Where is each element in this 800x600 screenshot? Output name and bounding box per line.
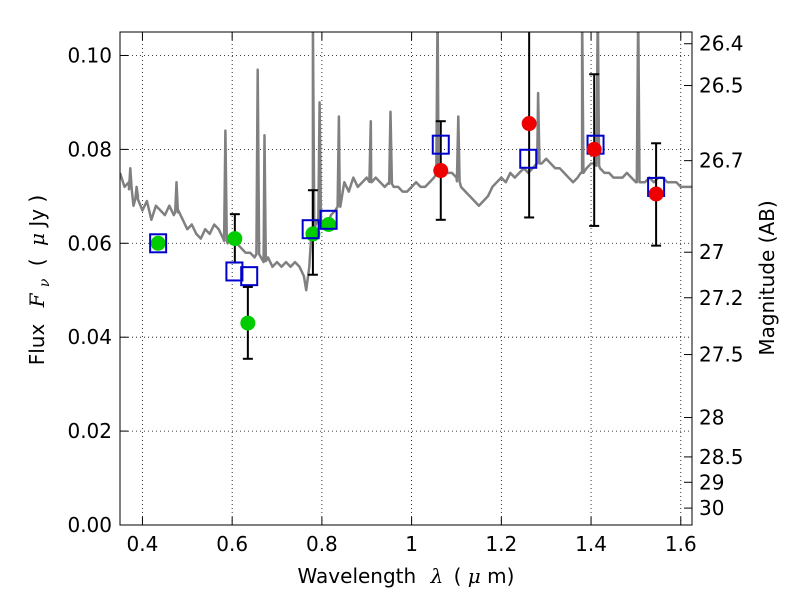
y2-tick-label: 30: [699, 496, 724, 520]
x-axis-label-paren: (: [454, 564, 462, 588]
y2-axis-label: Magnitude (AB): [755, 200, 779, 355]
y-tick-label: 0.08: [67, 137, 112, 161]
y-axis-label: Flux F ν ( μ Jy ): [25, 195, 54, 366]
x-tick-label: 0.6: [216, 532, 248, 556]
red-point: [521, 116, 537, 132]
y2-tick-label: 28.5: [699, 445, 744, 469]
y-tick-label: 0.10: [67, 43, 112, 67]
axis-ticks: 0.4 0.6 0.8 1 1.2 1.4 1.6 0.00 0.02 0.04 0.06 0.08 0…: [67, 32, 743, 556]
y2-tick-label: 27.2: [699, 286, 744, 310]
photometry-markers: [149, 32, 666, 360]
model-square: [149, 233, 168, 254]
model-square: [301, 219, 320, 240]
x-axis-label: Wavelength λ ( μ m): [298, 564, 515, 588]
red-point: [648, 186, 664, 202]
y2-tick-label: 26.7: [699, 149, 744, 173]
x-axis-label-unit: m): [487, 564, 514, 588]
model-square: [431, 134, 450, 155]
y2-tick-label: 28: [699, 405, 724, 429]
y-axis-label-unit: Jy ): [25, 195, 49, 229]
model-square: [240, 266, 259, 287]
x-tick-label: 1.6: [665, 532, 697, 556]
x-tick-label: 1: [405, 532, 418, 556]
spectrum-line: [120, 32, 692, 292]
model-spectrum: [120, 32, 692, 292]
y2-tick-label: 27: [699, 240, 724, 264]
red-point: [433, 163, 449, 179]
y-tick-label: 0.02: [67, 419, 112, 443]
y-tick-label: 0.00: [67, 513, 112, 537]
model-square: [225, 261, 244, 282]
y-tick-label: 0.04: [67, 325, 112, 349]
y-axis-label-mu: μ: [25, 233, 49, 246]
y2-tick-label: 26.4: [699, 32, 744, 56]
plot-frame: [119, 31, 693, 526]
y-axis-label-paren: (: [25, 258, 49, 266]
y-axis-label-subscript: ν: [37, 278, 53, 287]
x-tick-label: 1.4: [575, 532, 607, 556]
x-tick-label: 0.8: [306, 532, 338, 556]
green-point: [240, 315, 256, 331]
x-axis-label-symbol: λ: [430, 564, 444, 588]
y2-tick-label: 27.5: [699, 343, 744, 367]
y-tick-label: 0.06: [67, 231, 112, 255]
model-square: [519, 148, 538, 169]
green-point: [150, 235, 166, 251]
x-axis-label-mu: μ: [468, 564, 481, 588]
green-point: [227, 231, 243, 247]
x-axis-label-text: Wavelength: [298, 564, 417, 588]
y-axis-label-symbol: F: [25, 292, 49, 308]
plot-background: [120, 32, 692, 525]
red-point: [586, 141, 602, 157]
y2-tick-label: 29: [699, 470, 724, 494]
x-tick-label: 1.2: [485, 532, 517, 556]
plot-area: [120, 32, 692, 525]
x-tick-label: 0.4: [127, 532, 159, 556]
y-axis-label-text: Flux: [25, 324, 49, 366]
y2-tick-label: 26.5: [699, 74, 744, 98]
model-square: [319, 209, 338, 230]
